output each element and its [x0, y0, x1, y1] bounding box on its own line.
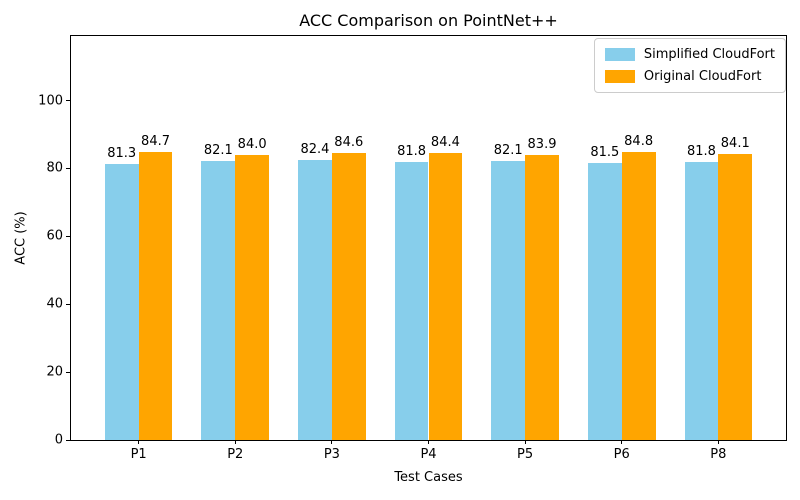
y-tick-label: 100	[38, 93, 63, 108]
bar-value-label: 84.4	[430, 135, 460, 151]
bar-simplified-cloudfort-p6	[587, 163, 622, 440]
x-tick-label: P2	[227, 447, 244, 462]
bar-original-cloudfort-p4	[428, 153, 463, 440]
x-tick-mark	[621, 440, 623, 444]
bar-simplified-cloudfort-p2	[201, 161, 236, 440]
y-tick-mark	[66, 371, 70, 373]
plot-area: 0 20 40 60 80 100 P1 P2 P3 P4 P5 P6 P8 81.3 82.1 82.4 81…	[38, 35, 787, 462]
y-tick-label: 20	[46, 364, 63, 380]
bar-simplified-cloudfort-p4	[394, 162, 429, 440]
y-tick-mark	[66, 439, 70, 441]
bar-original-cloudfort-p2	[235, 154, 270, 440]
bar-value-label: 82.1	[493, 143, 523, 159]
legend-label: Original CloudFort	[643, 69, 762, 84]
y-tick-mark	[66, 235, 70, 237]
bar-simplified-cloudfort-p8	[684, 162, 719, 440]
y-tick-label: 0	[54, 432, 63, 448]
chart-title: ACC Comparison on PointNet++	[299, 11, 558, 30]
bar-value-label: 84.8	[624, 134, 654, 150]
y-tick-label: 40	[46, 296, 63, 312]
x-axis-label: Test Cases	[394, 470, 463, 485]
legend-swatch	[604, 48, 635, 61]
bar-value-label: 81.5	[590, 145, 620, 161]
x-tick-label: P8	[710, 447, 727, 462]
legend-label: Simplified CloudFort	[643, 47, 775, 62]
y-axis-label: ACC (%)	[13, 211, 29, 265]
y-tick-mark	[66, 303, 70, 305]
bar-original-cloudfort-p3	[331, 152, 366, 440]
x-tick-label: P1	[130, 447, 147, 462]
bar-simplified-cloudfort-p1	[104, 164, 139, 440]
x-tick-mark	[138, 440, 140, 444]
bar-value-label: 83.9	[527, 137, 557, 153]
x-tick-mark	[234, 440, 236, 444]
legend-item: Original CloudFort	[604, 69, 775, 84]
bar-value-label: 81.8	[397, 144, 427, 160]
x-tick-mark	[331, 440, 333, 444]
y-tick-label: 80	[46, 160, 63, 176]
bar-value-label: 84.1	[720, 136, 750, 152]
x-tick-label: P6	[613, 447, 630, 462]
x-tick-label: P4	[420, 447, 437, 462]
x-tick-mark	[428, 440, 429, 444]
bar-value-label: 84.0	[237, 136, 267, 152]
bar-value-label: 82.4	[300, 142, 330, 158]
legend: Simplified CloudFort Original CloudFort	[593, 38, 786, 93]
bar-original-cloudfort-p6	[621, 152, 656, 440]
legend-swatch	[604, 70, 635, 83]
y-tick-label: 60	[46, 228, 63, 244]
legend-item: Simplified CloudFort	[604, 47, 775, 62]
bar-value-label: 81.8	[686, 144, 716, 160]
bar-original-cloudfort-p1	[138, 152, 173, 440]
bar-original-cloudfort-p8	[718, 154, 753, 440]
bar-value-label: 82.1	[203, 143, 233, 159]
x-tick-label: P5	[517, 447, 534, 462]
y-tick-mark	[66, 167, 70, 169]
bar-simplified-cloudfort-p3	[298, 160, 332, 440]
bar-simplified-cloudfort-p5	[491, 161, 526, 440]
bar-value-label: 84.6	[334, 134, 364, 150]
bar-original-cloudfort-p5	[525, 155, 559, 440]
bar-value-label: 84.7	[141, 134, 171, 150]
x-tick-mark	[524, 440, 526, 444]
y-tick-mark	[66, 100, 70, 101]
x-tick-label: P3	[323, 447, 340, 462]
bar-value-label: 81.3	[107, 146, 137, 161]
x-tick-mark	[717, 440, 719, 444]
